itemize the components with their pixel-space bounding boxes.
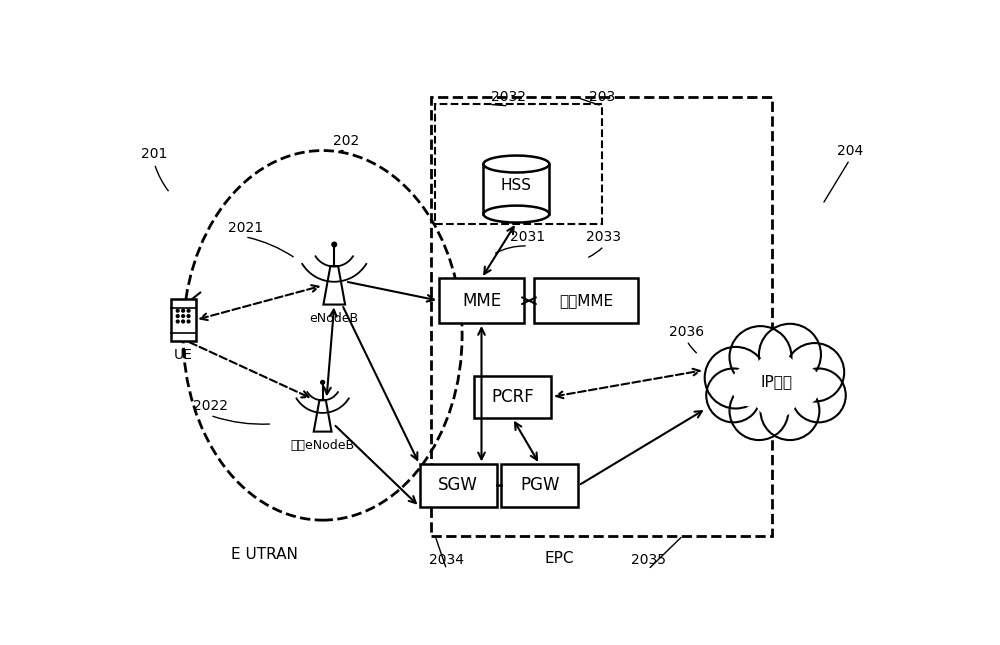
Text: eNodeB: eNodeB (310, 312, 359, 325)
Text: 2032: 2032 (491, 90, 526, 104)
Polygon shape (314, 400, 332, 432)
Circle shape (187, 320, 190, 323)
Text: 204: 204 (836, 144, 863, 157)
FancyBboxPatch shape (439, 279, 524, 323)
Polygon shape (323, 266, 345, 304)
Text: E UTRAN: E UTRAN (231, 548, 298, 562)
Circle shape (754, 375, 798, 419)
Text: PCRF: PCRF (491, 388, 534, 406)
Circle shape (321, 381, 325, 384)
Circle shape (187, 315, 190, 317)
Text: PGW: PGW (520, 477, 559, 495)
Circle shape (332, 242, 337, 247)
Text: 2033: 2033 (586, 230, 621, 244)
Text: 2021: 2021 (228, 221, 263, 235)
FancyBboxPatch shape (474, 376, 551, 418)
Text: EPC: EPC (544, 551, 574, 566)
Text: UE: UE (174, 348, 193, 362)
Circle shape (705, 347, 767, 408)
Circle shape (759, 324, 821, 386)
FancyBboxPatch shape (420, 464, 497, 507)
Text: 203: 203 (588, 90, 615, 104)
Circle shape (754, 352, 798, 395)
Circle shape (182, 315, 185, 317)
Text: 2036: 2036 (669, 324, 704, 339)
Text: 2022: 2022 (193, 399, 228, 413)
Circle shape (761, 382, 819, 440)
Text: HSS: HSS (501, 178, 532, 193)
Circle shape (731, 364, 774, 407)
Text: SGW: SGW (438, 477, 478, 495)
Circle shape (182, 310, 185, 312)
Circle shape (176, 315, 179, 317)
Circle shape (778, 364, 821, 407)
Circle shape (176, 310, 179, 312)
Circle shape (176, 320, 179, 323)
FancyBboxPatch shape (534, 279, 638, 323)
Circle shape (785, 343, 844, 402)
FancyBboxPatch shape (483, 164, 549, 214)
Text: 202: 202 (333, 134, 359, 148)
Text: 其它MME: 其它MME (559, 293, 613, 308)
Text: 其它eNodeB: 其它eNodeB (291, 439, 355, 452)
Text: 2031: 2031 (510, 230, 546, 244)
Text: IP业务: IP业务 (760, 374, 792, 389)
Circle shape (706, 368, 761, 422)
Ellipse shape (483, 155, 549, 172)
FancyBboxPatch shape (171, 299, 196, 341)
Text: 2034: 2034 (429, 553, 464, 567)
Circle shape (730, 326, 792, 388)
Circle shape (792, 368, 846, 422)
FancyBboxPatch shape (501, 464, 578, 507)
Text: 201: 201 (141, 148, 168, 161)
Circle shape (182, 320, 185, 323)
Circle shape (187, 310, 190, 312)
Text: MME: MME (462, 292, 501, 310)
Ellipse shape (483, 206, 549, 223)
Circle shape (729, 382, 788, 440)
Text: 2035: 2035 (631, 553, 666, 567)
